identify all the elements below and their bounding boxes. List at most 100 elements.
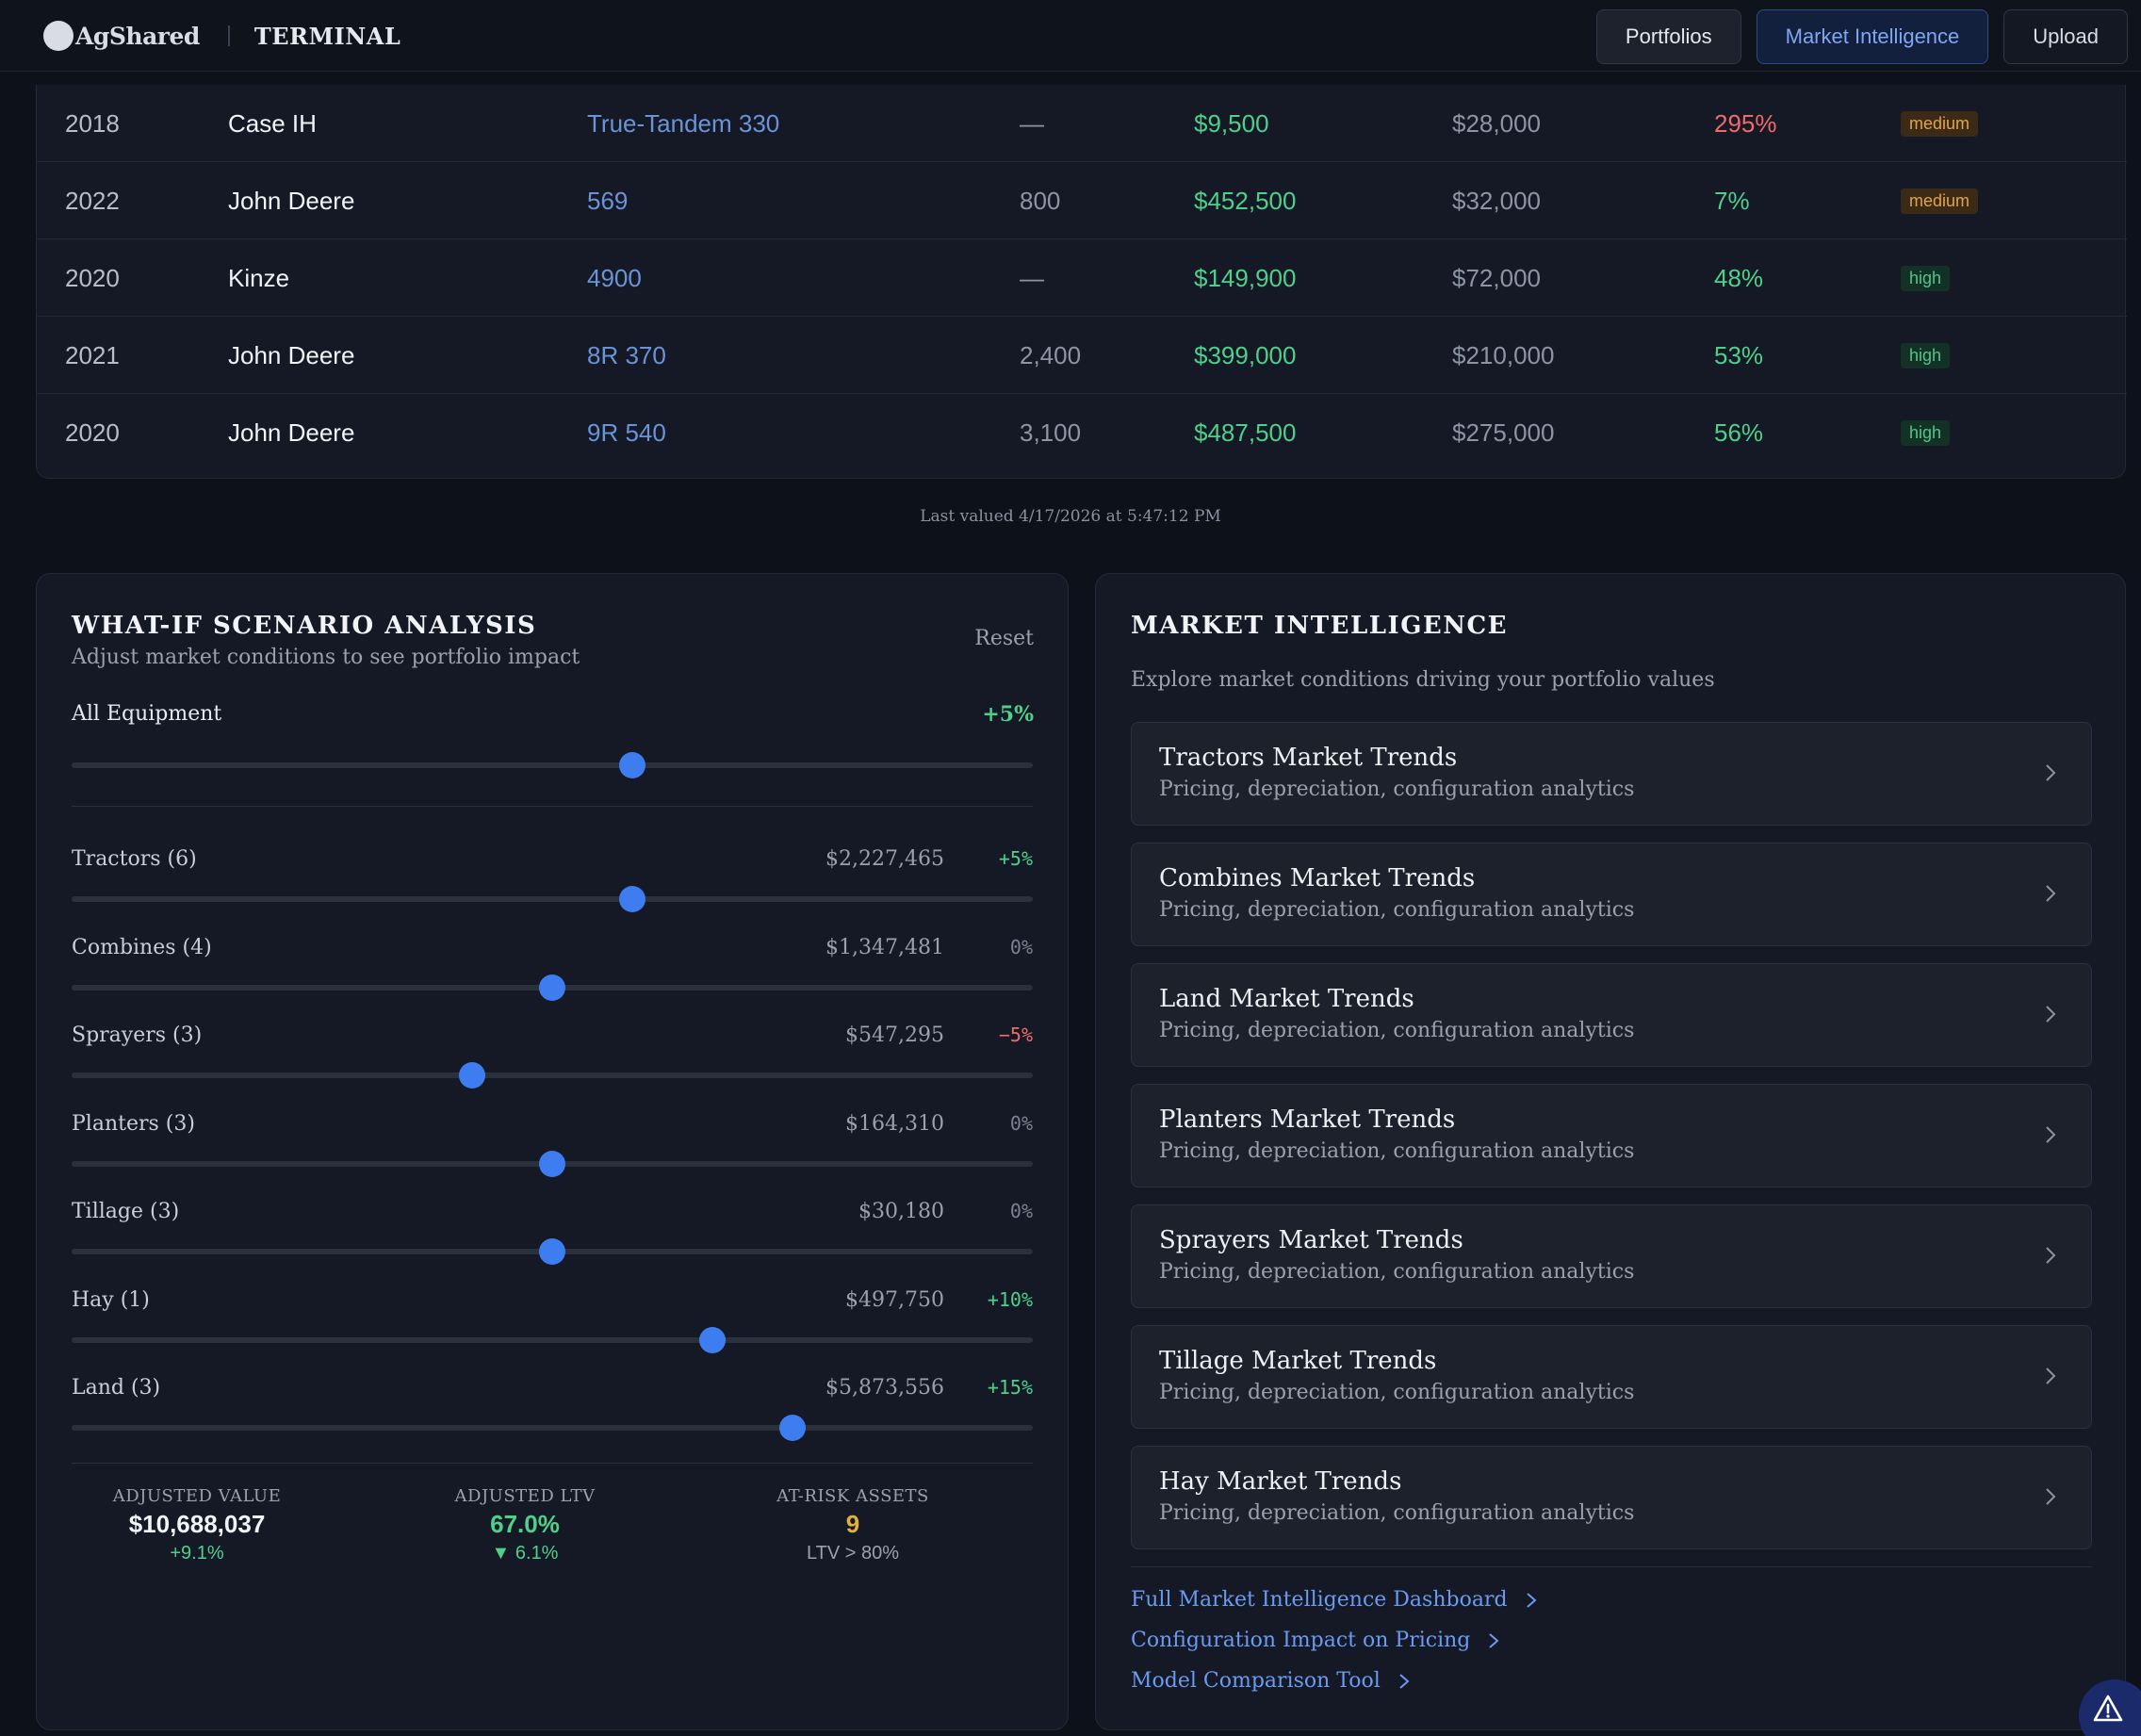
confidence-cell: high xyxy=(1901,394,1951,471)
year-cell: 2020 xyxy=(65,263,120,292)
panel-title: WHAT-IF SCENARIO ANALYSIS xyxy=(72,612,537,640)
panel-subtitle: Adjust market conditions to see portfoli… xyxy=(72,646,580,669)
nav-portfolios-button[interactable]: Portfolios xyxy=(1595,9,1741,64)
slider-thumb[interactable] xyxy=(619,886,646,912)
table-row[interactable]: 2020 Kinze 4900 — $149,900 $72,000 48% h… xyxy=(37,239,2127,317)
model-comparison-link[interactable]: Model Comparison Tool xyxy=(1131,1669,1411,1693)
year-cell: 2022 xyxy=(65,186,120,215)
category-label: Planters (3) xyxy=(72,1111,195,1136)
value-cell: $32,000 xyxy=(1452,186,1541,215)
table-row[interactable]: 2020 John Deere 9R 540 3,100 $487,500 $2… xyxy=(37,394,2127,471)
model-link[interactable]: 569 xyxy=(587,186,629,215)
slider-thumb[interactable] xyxy=(699,1326,726,1353)
reset-button[interactable]: Reset xyxy=(974,627,1034,650)
card-title: Land Market Trends xyxy=(1159,985,1414,1013)
hours-cell: 2,400 xyxy=(1020,340,1082,369)
make-cell: Kinze xyxy=(228,263,290,292)
brand-name: AgShared xyxy=(75,22,200,50)
slider-thumb[interactable] xyxy=(459,1062,485,1089)
chevron-right-icon xyxy=(1399,1673,1410,1689)
table-row[interactable]: 2018 Case IH True-Tandem 330 — $9,500 $2… xyxy=(37,85,2127,162)
divider xyxy=(72,1463,1033,1464)
category-slider-row[interactable]: Land (3) $5,873,556 +15% xyxy=(72,1376,1033,1461)
slider-thumb[interactable] xyxy=(619,752,646,778)
market-trend-card[interactable]: Land Market Trends Pricing, depreciation,… xyxy=(1131,963,2092,1067)
confidence-badge: medium xyxy=(1901,110,1979,137)
slider-track[interactable] xyxy=(72,896,1033,902)
model-link[interactable]: True-Tandem 330 xyxy=(587,108,780,138)
value-cell: $275,000 xyxy=(1452,418,1555,447)
slider-track[interactable] xyxy=(72,1336,1033,1343)
category-pct: +15% xyxy=(987,1376,1033,1399)
category-amount: $164,310 xyxy=(845,1111,944,1136)
table-row[interactable]: 2021 John Deere 8R 370 2,400 $399,000 $2… xyxy=(37,317,2127,394)
slider-thumb[interactable] xyxy=(539,974,565,1001)
alert-button[interactable] xyxy=(2079,1679,2141,1736)
market-trend-card[interactable]: Combines Market Trends Pricing, depreciat… xyxy=(1131,843,2092,946)
category-amount: $547,295 xyxy=(845,1024,944,1047)
model-link[interactable]: 9R 540 xyxy=(587,418,666,447)
category-amount: $497,750 xyxy=(845,1287,944,1312)
stat-label: ADJUSTED VALUE xyxy=(112,1486,282,1506)
category-slider-row[interactable]: Planters (3) $164,310 0% xyxy=(72,1112,1033,1197)
category-label: Combines (4) xyxy=(72,935,212,959)
what-if-scenario-panel: WHAT-IF SCENARIO ANALYSIS Adjust market … xyxy=(36,573,1069,1730)
panel-subtitle: Explore market conditions driving your p… xyxy=(1131,668,1715,692)
model-link[interactable]: 4900 xyxy=(587,263,642,292)
slider-thumb[interactable] xyxy=(539,1238,565,1265)
price-cell: $452,500 xyxy=(1194,186,1297,215)
card-subtitle: Pricing, depreciation, configuration ana… xyxy=(1159,1260,1635,1284)
nav-market-intelligence-button[interactable]: Market Intelligence xyxy=(1756,9,1989,64)
category-slider-row[interactable]: Combines (4) $1,347,481 0% xyxy=(72,936,1033,1021)
stat-value: 9 xyxy=(845,1510,860,1538)
category-slider-row[interactable]: Sprayers (3) $547,295 −5% xyxy=(72,1024,1033,1108)
card-subtitle: Pricing, depreciation, configuration ana… xyxy=(1159,1501,1635,1525)
card-title: Hay Market Trends xyxy=(1159,1467,1402,1496)
chevron-right-icon xyxy=(2046,885,2056,902)
slider-track[interactable] xyxy=(72,1425,1033,1431)
stat-change: +9.1% xyxy=(170,1543,224,1564)
table-row[interactable]: 2022 John Deere 569 800 $452,500 $32,000… xyxy=(37,162,2127,239)
chevron-right-icon xyxy=(1526,1592,1537,1608)
all-equipment-label: All Equipment xyxy=(72,702,222,726)
confidence-cell: medium xyxy=(1901,85,1979,162)
brand[interactable]: AgShared TERMINAL xyxy=(43,21,400,51)
market-trend-card[interactable]: Tractors Market Trends Pricing, depreciat… xyxy=(1131,722,2092,826)
warning-triangle-icon xyxy=(2093,1695,2123,1722)
category-slider-row[interactable]: Tractors (6) $2,227,465 +5% xyxy=(72,847,1033,932)
category-pct: −5% xyxy=(998,1024,1033,1046)
chevron-right-icon xyxy=(2046,764,2056,781)
category-slider-row[interactable]: Tillage (3) $30,180 0% xyxy=(72,1200,1033,1285)
at-risk-assets-stat: AT-RISK ASSETS 9 LTV > 80% xyxy=(693,1486,1013,1564)
chevron-right-icon xyxy=(1489,1632,1499,1648)
category-slider-row[interactable]: Hay (1) $497,750 +10% xyxy=(72,1288,1033,1373)
model-link[interactable]: 8R 370 xyxy=(587,340,666,369)
market-trend-card[interactable]: Sprayers Market Trends Pricing, depreciat… xyxy=(1131,1204,2092,1308)
market-trend-card[interactable]: Tillage Market Trends Pricing, depreciati… xyxy=(1131,1325,2092,1429)
make-cell: John Deere xyxy=(228,418,355,447)
category-pct: 0% xyxy=(1009,935,1033,958)
link-label: Configuration Impact on Pricing xyxy=(1131,1629,1471,1652)
pct-cell: 295% xyxy=(1714,108,1777,138)
slider-track[interactable] xyxy=(72,762,1033,768)
configuration-impact-link[interactable]: Configuration Impact on Pricing xyxy=(1131,1629,1500,1652)
market-trend-card[interactable]: Hay Market Trends Pricing, depreciation, … xyxy=(1131,1446,2092,1549)
slider-thumb[interactable] xyxy=(779,1415,806,1441)
make-cell: John Deere xyxy=(228,340,355,369)
card-subtitle: Pricing, depreciation, configuration ana… xyxy=(1159,898,1635,922)
card-title: Sprayers Market Trends xyxy=(1159,1226,1463,1254)
market-intelligence-panel: MARKET INTELLIGENCE Explore market condi… xyxy=(1095,573,2126,1730)
all-equipment-slider[interactable] xyxy=(72,751,1033,779)
stat-note: LTV > 80% xyxy=(806,1543,900,1564)
price-cell: $399,000 xyxy=(1194,340,1297,369)
slider-thumb[interactable] xyxy=(539,1150,565,1177)
nav-upload-button[interactable]: Upload xyxy=(2003,9,2128,64)
card-subtitle: Pricing, depreciation, configuration ana… xyxy=(1159,778,1635,801)
adjusted-value-stat: ADJUSTED VALUE $10,688,037 +9.1% xyxy=(37,1486,357,1564)
category-amount: $30,180 xyxy=(858,1200,944,1223)
full-dashboard-link[interactable]: Full Market Intelligence Dashboard xyxy=(1131,1588,1538,1612)
market-trend-card[interactable]: Planters Market Trends Pricing, depreciat… xyxy=(1131,1084,2092,1187)
year-cell: 2021 xyxy=(65,340,120,369)
slider-track[interactable] xyxy=(72,1073,1033,1078)
stat-change: ▼ 6.1% xyxy=(491,1543,559,1564)
